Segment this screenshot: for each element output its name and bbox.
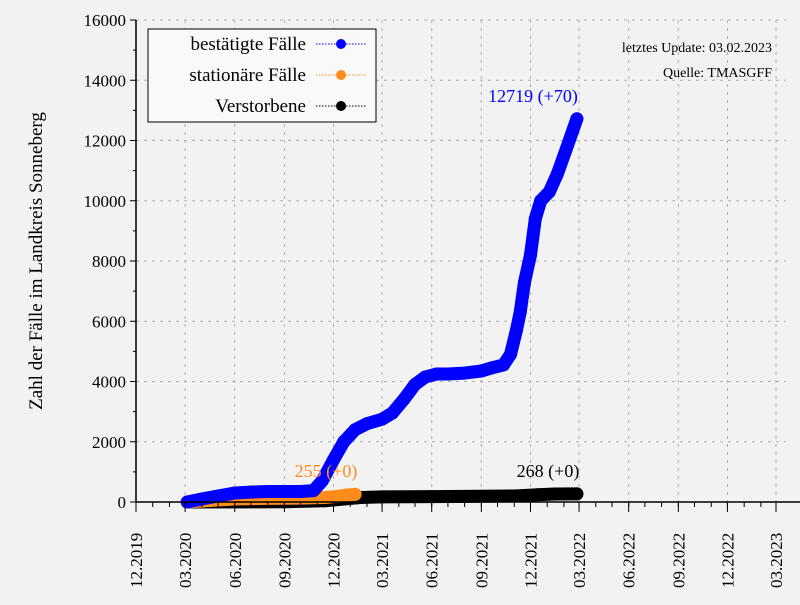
x-tick-label: 09.2021 — [472, 533, 491, 588]
y-tick-label: 0 — [118, 493, 127, 512]
series-2-point — [425, 490, 438, 503]
series-2-point — [475, 490, 488, 503]
series-0-point — [529, 212, 542, 225]
x-tick-label: 09.2020 — [275, 533, 294, 588]
legend: bestätigte Fälle stationäre Fälle Verstorb… — [148, 29, 376, 122]
series-2-point — [570, 487, 583, 500]
series-0-end-label: 12719 (+70) — [488, 86, 578, 107]
series-0-point — [244, 486, 257, 499]
y-tick-label: 4000 — [92, 373, 126, 392]
x-tick-label: 03.2021 — [373, 533, 392, 588]
x-tick-label: 12.2022 — [718, 533, 737, 588]
series-2-point — [508, 489, 521, 502]
x-tick-label: 12.2019 — [127, 533, 146, 588]
x-tick-label: 06.2020 — [226, 533, 245, 588]
series-0-point — [261, 485, 274, 498]
x-tick-label: 03.2022 — [570, 533, 589, 588]
series-0-point — [430, 367, 443, 380]
series-0-point — [360, 417, 373, 430]
series-0-point — [212, 489, 225, 502]
y-tick-label: 6000 — [92, 312, 126, 331]
series-0-point — [397, 393, 410, 406]
legend-label: bestätigte Fälle — [190, 34, 306, 55]
y-tick-label: 8000 — [92, 252, 126, 271]
legend-marker — [336, 101, 346, 111]
series-2-end-label: 268 (+0) — [517, 461, 580, 482]
x-tick-label: 09.2022 — [669, 533, 688, 588]
x-tick-label: 06.2021 — [423, 533, 442, 588]
series-0-point — [228, 486, 241, 499]
series-0-point — [294, 485, 307, 498]
series-0-point — [504, 348, 517, 361]
series-0-point — [514, 306, 527, 319]
x-tick-label: 12.2021 — [521, 533, 540, 588]
x-tick-label: 03.2023 — [767, 533, 786, 588]
series-0-point — [307, 484, 320, 497]
update-note: letztes Update: 03.02.2023 — [622, 41, 772, 56]
series-0-point — [386, 407, 399, 420]
legend-marker — [336, 70, 346, 80]
x-tick-label: 06.2022 — [620, 533, 639, 588]
legend-marker — [336, 39, 346, 49]
series-0-point — [337, 435, 350, 448]
series-0-point — [441, 367, 454, 380]
y-tick-label: 12000 — [84, 132, 127, 151]
source-note: Quelle: TMASGFF — [663, 66, 772, 81]
y-tick-label: 2000 — [92, 433, 126, 452]
x-tick-label: 03.2020 — [176, 533, 195, 588]
series-0-point — [485, 361, 498, 374]
series-0-point — [524, 248, 537, 261]
y-tick-label: 10000 — [84, 192, 127, 211]
series-0-point — [560, 143, 573, 156]
series-0-point — [570, 112, 583, 125]
series-1-point — [349, 488, 362, 501]
series-2-point — [548, 488, 561, 501]
series-0-point — [543, 185, 556, 198]
series-2-point — [532, 488, 545, 501]
series-0-point — [458, 367, 471, 380]
series-0-point — [419, 370, 432, 383]
legend-label: stationäre Fälle — [189, 65, 306, 86]
y-axis-label: Zahl der Fälle im Landkreis Sonneberg — [26, 112, 47, 410]
y-tick-label: 16000 — [84, 11, 127, 30]
series-0-point — [510, 324, 523, 337]
series-0-point — [551, 167, 564, 180]
series-1-end-label: 255 (+0) — [295, 461, 358, 482]
series-0-point — [518, 276, 531, 289]
series-0-point — [278, 485, 291, 498]
y-tick-label: 14000 — [84, 71, 127, 90]
x-tick-label: 12.2020 — [325, 533, 344, 588]
series-0-point — [349, 423, 362, 436]
legend-label: Verstorbene — [215, 96, 306, 117]
